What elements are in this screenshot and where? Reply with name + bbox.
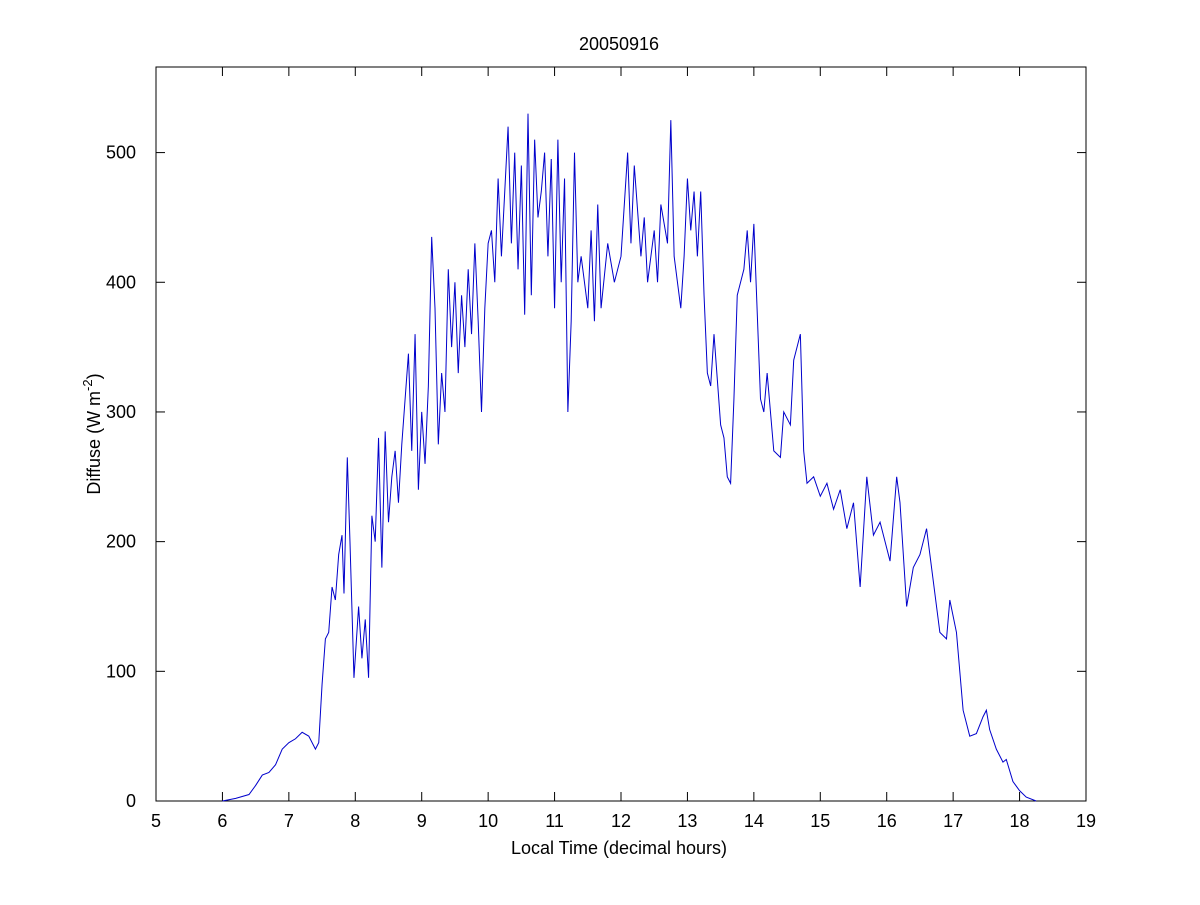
- x-tick-label: 17: [943, 811, 963, 831]
- x-tick-label: 8: [350, 811, 360, 831]
- x-tick-label: 10: [478, 811, 498, 831]
- x-tick-label: 12: [611, 811, 631, 831]
- y-tick-label: 100: [106, 661, 136, 681]
- data-line: [222, 113, 1037, 802]
- y-tick-label: 0: [126, 791, 136, 811]
- x-tick-label: 16: [877, 811, 897, 831]
- x-tick-label: 7: [284, 811, 294, 831]
- y-label-sup: -2: [80, 379, 95, 391]
- x-tick-label: 18: [1010, 811, 1030, 831]
- y-axis-label: Diffuse (W m-2): [80, 373, 104, 494]
- chart-title: 20050916: [579, 34, 659, 54]
- x-tick-label: 9: [417, 811, 427, 831]
- x-tick-label: 19: [1076, 811, 1096, 831]
- y-tick-label: 300: [106, 402, 136, 422]
- y-label-end: ): [84, 373, 104, 379]
- x-tick-label: 6: [217, 811, 227, 831]
- x-tick-label: 5: [151, 811, 161, 831]
- x-tick-label: 14: [744, 811, 764, 831]
- y-tick-label: 400: [106, 272, 136, 292]
- x-tick-label: 15: [810, 811, 830, 831]
- y-tick-label: 200: [106, 532, 136, 552]
- x-tick-label: 13: [677, 811, 697, 831]
- y-label-text: Diffuse (W m: [84, 391, 104, 495]
- x-tick-label: 11: [545, 811, 564, 831]
- y-tick-label: 500: [106, 143, 136, 163]
- x-axis-label: Local Time (decimal hours): [511, 838, 727, 858]
